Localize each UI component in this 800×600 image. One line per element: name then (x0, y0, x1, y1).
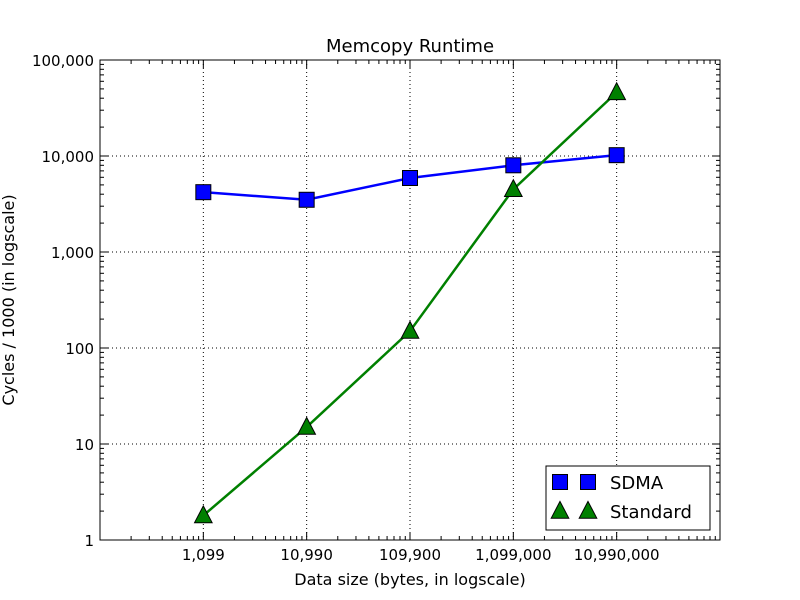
standard-point (607, 81, 627, 101)
x-axis-label: Data size (bytes, in logscale) (294, 570, 525, 589)
y-axis-label: Cycles / 1000 (in logscale) (0, 194, 18, 405)
standard-point (297, 416, 317, 435)
x-tick-label: 10,990,000 (574, 546, 660, 564)
sdma-point (195, 184, 212, 201)
legend: SDMA Standard (545, 465, 711, 531)
axis-ticks: 1,099 10,990 109,900 1,099,000 10,990,000 1 10… (32, 52, 720, 564)
legend-box (545, 465, 711, 531)
legend-item-sdma: SDMA (552, 473, 664, 494)
y-tick-label: 1 (84, 532, 94, 550)
series-sdma (195, 147, 625, 208)
plot-series (193, 81, 627, 524)
standard-point (193, 504, 213, 524)
x-tick-label: 109,900 (379, 546, 441, 564)
legend-marker-sdma (580, 474, 596, 490)
legend-marker-standard (578, 500, 598, 519)
legend-label-standard: Standard (610, 502, 692, 523)
sdma-point (402, 169, 418, 186)
x-tick-label: 1,099 (182, 546, 225, 564)
y-tick-label: 1,000 (51, 244, 94, 262)
chart-title: Memcopy Runtime (326, 36, 494, 57)
y-tick-label: 10,000 (42, 148, 95, 166)
standard-point (400, 320, 420, 339)
legend-marker-sdma (552, 474, 568, 490)
standard-point (503, 178, 523, 197)
series-standard (193, 81, 627, 524)
legend-label-sdma: SDMA (610, 473, 664, 494)
x-tick-label: 10,990 (280, 546, 333, 564)
y-tick-label: 100,000 (32, 52, 94, 70)
legend-marker-standard (550, 500, 570, 519)
x-tick-label: 1,099,000 (475, 546, 551, 564)
sdma-point (608, 147, 625, 164)
y-tick-label: 10 (75, 436, 94, 454)
legend-item-standard: Standard (550, 500, 692, 523)
sdma-point (505, 157, 522, 174)
y-tick-label: 100 (65, 340, 94, 358)
sdma-point (298, 191, 315, 208)
